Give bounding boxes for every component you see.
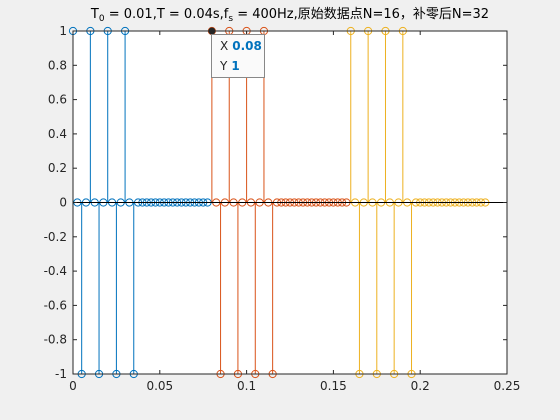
- y-tick-label: -0.2: [44, 230, 67, 244]
- datatip-x-value: 0.08: [232, 39, 262, 53]
- title-part3: = 400Hz,原始数据点N=16，补零后N=32: [233, 7, 489, 22]
- datatip-x-row: X 0.08: [220, 39, 262, 53]
- axes: 0 0.05 0.1 0.15 0.2 0.25 1 0.8 0.6 0.4 0.2 0 -0.2 -0.…: [44, 24, 521, 393]
- x-tick-label: 0.15: [320, 379, 347, 393]
- datatip-x-label: X: [220, 39, 229, 53]
- y-tick-label: 1: [59, 24, 67, 38]
- y-tick-label: 0.8: [48, 58, 67, 72]
- y-tick-label: -0.8: [44, 333, 67, 347]
- x-tick-label: 0.25: [494, 379, 521, 393]
- y-tick-label: 0.6: [48, 93, 67, 107]
- datatip-y-value: 1: [231, 59, 240, 73]
- chart-title: T0 = 0.01,T = 0.04s,fs = 400Hz,原始数据点N=16…: [90, 7, 489, 24]
- y-tick-label: -1: [55, 367, 67, 381]
- stem-series-3: [346, 26, 490, 379]
- datatip-y-label: Y: [220, 59, 228, 73]
- x-tick-label: 0.05: [146, 379, 173, 393]
- y-tick-label: 0.2: [48, 161, 67, 175]
- title-sub1: 0: [99, 14, 105, 24]
- stem-series-group: [68, 26, 490, 379]
- y-tick-label: -0.4: [44, 264, 67, 278]
- y-tick-label: -0.6: [44, 298, 67, 312]
- title-part1: T: [90, 7, 99, 22]
- y-tick-label: 0.4: [48, 127, 67, 141]
- x-tick-label: 0: [69, 379, 77, 393]
- x-tick-label: 0.1: [237, 379, 256, 393]
- title-sub2: s: [228, 14, 233, 24]
- title-part2: = 0.01,T = 0.04s,f: [105, 7, 229, 22]
- x-tick-label: 0.2: [411, 379, 430, 393]
- y-tick-label: 0: [59, 196, 67, 210]
